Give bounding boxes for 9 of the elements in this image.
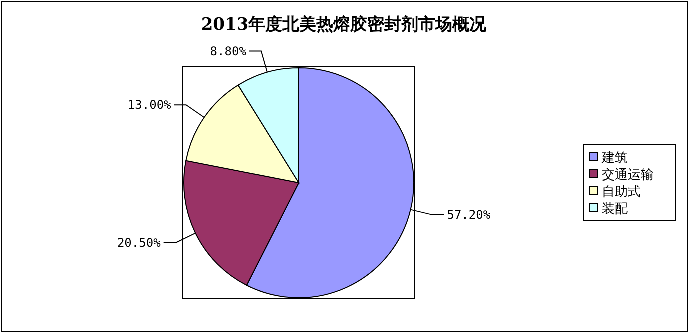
legend-label: 建筑 <box>601 151 628 166</box>
data-label: 8.80% <box>210 44 248 58</box>
legend-label: 自助式 <box>602 185 641 200</box>
chart-title: 2013年度北美热熔胶密封剂市场概况 <box>201 15 488 35</box>
legend-label: 装配 <box>602 202 628 217</box>
data-label: 13.00% <box>128 98 172 112</box>
data-label: 20.50% <box>117 236 162 250</box>
legend-label: 交通运输 <box>602 167 654 183</box>
data-label: 57.20% <box>447 208 492 222</box>
